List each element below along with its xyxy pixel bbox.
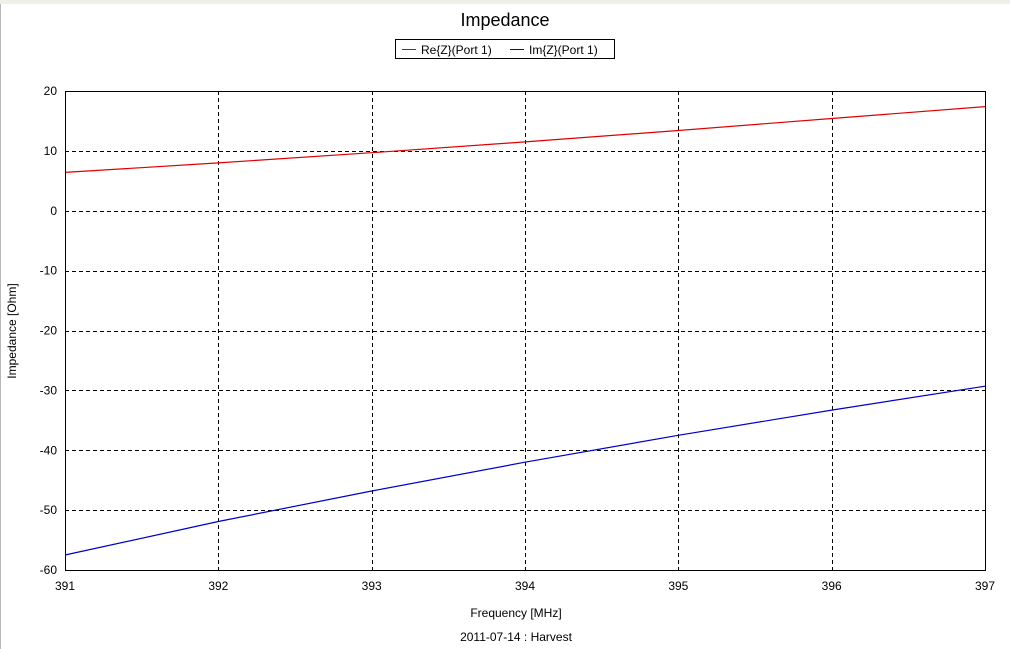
chart-footer-note: 2011-07-14 : Harvest [460,630,572,644]
legend-label-im-z: Im{Z}(Port 1) [529,43,598,57]
y-tick-label: 20 [44,84,58,98]
x-tick-label: 391 [55,579,75,593]
x-tick-label: 395 [668,579,688,593]
legend-item-re-z: Re{Z}(Port 1) [402,43,492,57]
y-tick-label: -20 [40,324,58,338]
x-axis-label: Frequency [MHz] [470,606,562,620]
plot-frame [65,91,986,571]
chart-title: Impedance [460,10,550,30]
legend-label-re-z: Re{Z}(Port 1) [421,43,492,57]
y-tick-label: -50 [40,503,58,517]
legend-item-im-z: Im{Z}(Port 1) [510,43,598,57]
y-axis-label: Impedance [Ohm] [5,283,19,379]
legend-swatch-re-z [402,49,416,51]
x-tick-label: 392 [208,579,228,593]
x-tick-label: 393 [362,579,382,593]
y-tick-label: -10 [40,264,58,278]
legend-swatch-im-z [510,49,524,51]
grid-lines [65,91,985,570]
x-tick-label: 394 [515,579,535,593]
series-lines [64,106,986,556]
x-tick-label: 397 [975,579,995,593]
window-top-strip [0,0,1010,4]
y-tick-label: -30 [40,383,58,397]
chart-legend: Re{Z}(Port 1) Im{Z}(Port 1) [395,39,615,59]
x-tick-label: 396 [822,579,842,593]
y-tick-label: 0 [50,204,57,218]
window-left-edge [0,4,1,649]
y-tick-label: -40 [40,443,58,457]
y-tick-label: -60 [40,563,58,577]
series-line-im-z [64,385,986,556]
series-line-re-z [64,106,986,173]
y-tick-label: 10 [44,144,58,158]
axis-tick-labels: 391 392 393 394 395 396 397 20 10 0 -10 -20 -30 -40 -5… [40,84,996,593]
